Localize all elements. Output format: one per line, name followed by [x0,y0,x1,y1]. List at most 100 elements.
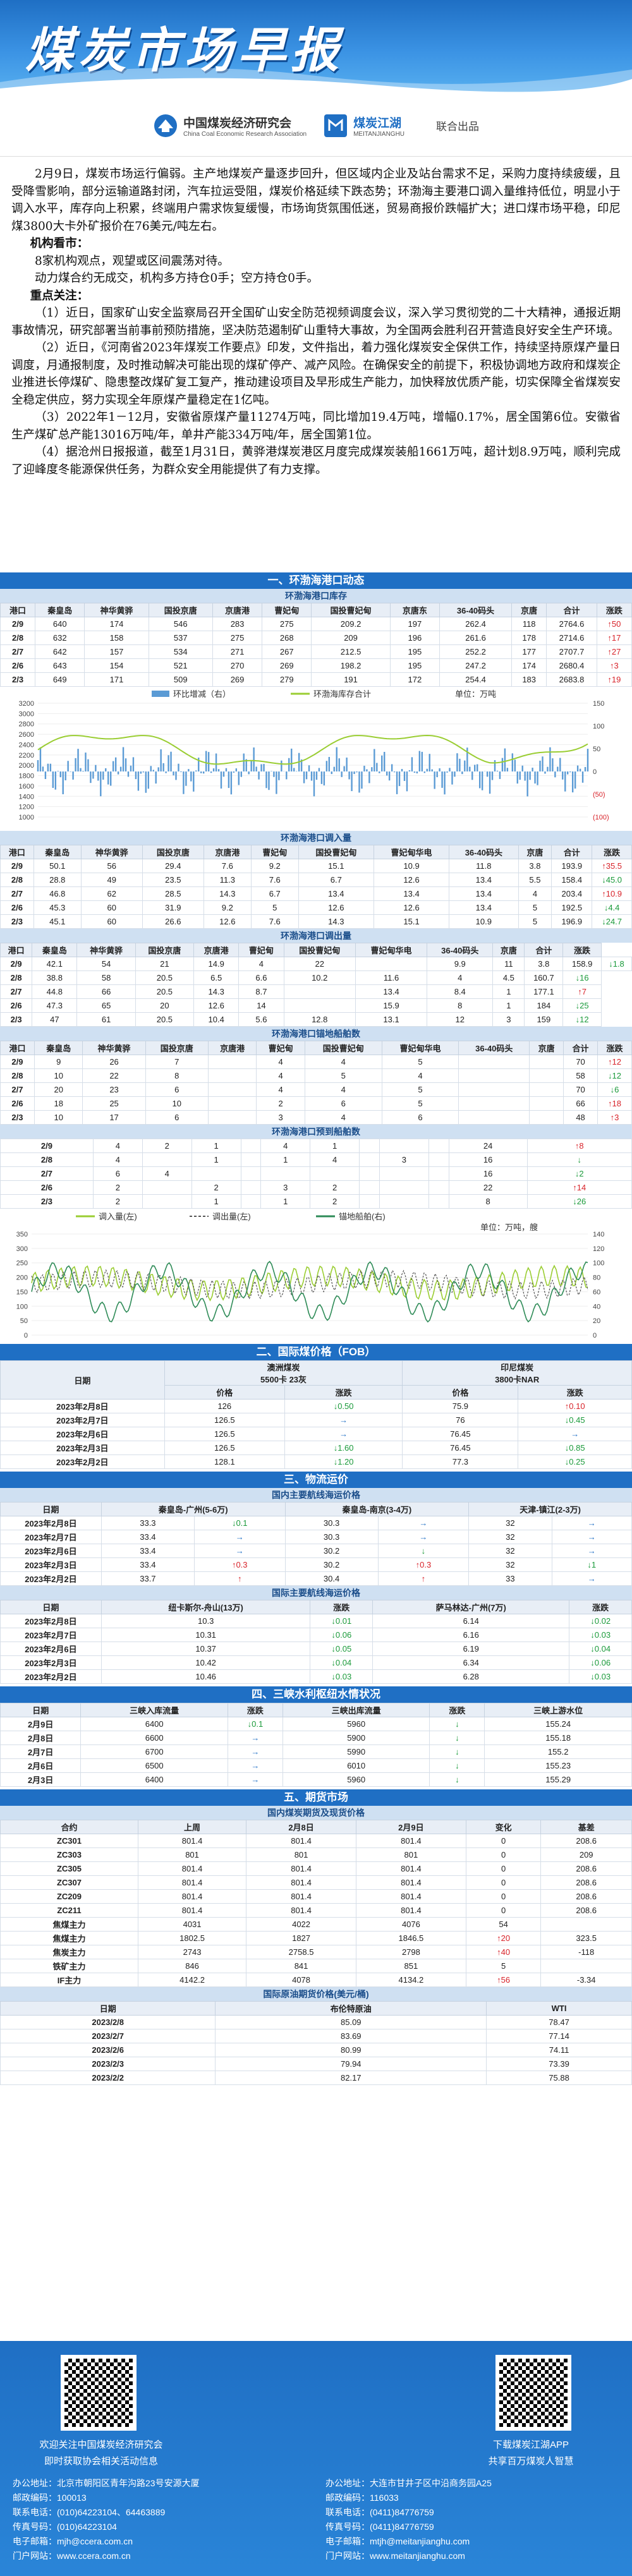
ccera-qr-code[interactable] [61,2355,137,2431]
mtjh-email[interactable]: 电子邮箱：mtjh@meitanjianghu.com [325,2536,470,2546]
table-cell: 8 [427,998,494,1013]
table-cell: 154 [84,658,149,673]
change-bar [401,769,403,771]
table-cell [540,1959,632,1973]
table-cell: 4 [304,1082,382,1097]
y-left-tick: 1000 [19,814,34,821]
table-cell: 10.4 [193,1012,240,1027]
table-cell: 195 [389,644,440,659]
change-bar [511,753,514,771]
change-bar [243,753,245,771]
col-header: 涨跌 [562,943,602,957]
footer: 欢迎关注中国煤炭经济研究会 即时获取协会相关活动信息 下载煤炭江湖APP 共享百… [0,2341,632,2576]
table-cell: ↓ [377,1544,470,1558]
table-cell: 2月3日 [0,1772,82,1787]
change-bar [379,771,380,773]
table-cell: 4031 [137,1917,247,1932]
change-bar [539,760,541,771]
change-bar [514,759,516,771]
col-header: 秦皇岛 [33,1041,83,1055]
table-cell: 焦煤主力 [0,1931,138,1945]
change-bar [454,771,456,777]
table-cell: 1846.5 [355,1931,466,1945]
table-cell: 2023/2/3 [0,2057,216,2071]
table-cell: 177.1 [524,984,564,999]
futures-row: ZC209 801.4 801.4 801.4 0 208.6 [0,1889,632,1904]
table-cell: 62 [80,886,143,901]
table-cell: 2/9 [0,859,34,873]
table-cell [359,1166,380,1181]
table-cell: → [227,1758,283,1773]
table-cell: 2/3 [0,672,36,687]
intl-freight-row: 2023年2月7日 10.31 ↓0.06 6.16 ↓0.03 [0,1628,632,1642]
publisher-bar: 中国煤炭经济研究会 China Coal Economic Research A… [0,95,632,157]
inventory-row: 2/7 642 157 534 271 267 212.5 195 252.2 177 2707.7… [0,644,632,659]
change-bar [263,764,265,771]
table-cell: 2月9日 [0,1717,82,1731]
table-cell: 537 [148,631,213,645]
col-header: WTI [486,2001,632,2016]
table-cell: 2/8 [0,1068,35,1083]
table-cell: ↑17 [596,631,632,645]
col-header: 京唐东 [389,603,440,617]
y-right-tick: (50) [593,791,605,799]
col-header: 京唐港 [207,1041,257,1055]
change-bar [67,761,69,771]
table-cell [458,1068,530,1083]
table-cell: 801.4 [246,1875,356,1890]
table-cell: 2/8 [0,873,34,887]
bohai-inflow-subtitle: 环渤海港口调入量 [0,831,632,845]
three-gorges-row: 2月9日 6400 ↓0.1 5960 ↓ 155.24 [0,1717,632,1731]
table-cell: 801.4 [355,1875,466,1890]
table-cell: ZC209 [0,1889,138,1904]
table-cell: ZC307 [0,1875,138,1890]
table-cell: 2/6 [0,998,33,1013]
change-bar [384,751,386,771]
table-cell: 4 [304,1110,382,1125]
table-cell: → [377,1530,470,1544]
change-bar [70,771,71,772]
table-cell: 801.4 [246,1834,356,1848]
app-qr-code[interactable] [495,2355,571,2431]
table-cell: 5 [518,914,552,929]
futures-subtitle: 国内煤炭期货及现货价格 [0,1806,632,1820]
table-cell: 29.4 [142,859,204,873]
table-cell: ↓0.04 [569,1642,632,1656]
table-cell: 23.5 [142,873,204,887]
table-cell: → [551,1544,632,1558]
table-cell: ↑18 [597,1096,632,1111]
table-cell: 13.4 [373,886,450,901]
table-cell: 155.23 [484,1758,632,1773]
ccera-address: 办公地址：北京市朝阳区青年沟路23号安源大厦 [13,2478,200,2488]
change-bar [238,771,240,785]
table-cell: 126.5 [164,1427,285,1441]
table-cell: 2714.6 [546,631,597,645]
change-bar [178,763,179,771]
futures-row: 焦煤主力 1802.5 1827 1846.5 ↑20 323.5 [0,1931,632,1945]
institution-view-text: 8家机构观点，观望或区间震荡对待。 [35,254,229,268]
table-cell: 30.4 [284,1571,379,1586]
table-cell: ↓ [429,1717,485,1731]
table-cell: 6600 [80,1731,228,1745]
table-cell: 48 [563,1110,599,1125]
table-cell: 焦炭主力 [0,1945,138,1959]
intl-price-row: 2023年2月2日 128.1 ↓1.20 77.3 ↓0.25 [0,1454,632,1469]
three-gorges-table: 日期 三峡入库流量 涨跌 三峡出库流量 涨跌 三峡上游水位 2月9日 6400 ↓0… [0,1703,632,1787]
table-cell: 262.4 [439,617,513,631]
col-header: 国投京唐 [145,1041,209,1055]
change-bar [346,757,348,771]
change-bar [549,747,551,771]
change-bar [105,768,107,771]
table-cell: 1 [191,1194,241,1209]
position-text: 动力煤合约无成交，机构多方持仓0手；空方持仓0手。 [35,272,319,285]
table-cell: 6.6 [238,971,284,985]
y-right-tick: 140 [593,1231,604,1238]
change-bar [75,758,76,771]
col-header: 京唐 [511,603,547,617]
table-cell [260,1166,311,1181]
expected-ships-row: 2/8 4 1 1 4 3 16 ↓ [0,1152,632,1167]
mtjh-website[interactable]: 门户网站：www.meitanjianghu.com [325,2551,465,2561]
table-cell: 1 [492,984,525,999]
ccera-website[interactable]: 门户网站：www.ccera.com.cn [13,2551,131,2561]
ccera-email[interactable]: 电子邮箱：mjh@ccera.com.cn [13,2536,133,2546]
